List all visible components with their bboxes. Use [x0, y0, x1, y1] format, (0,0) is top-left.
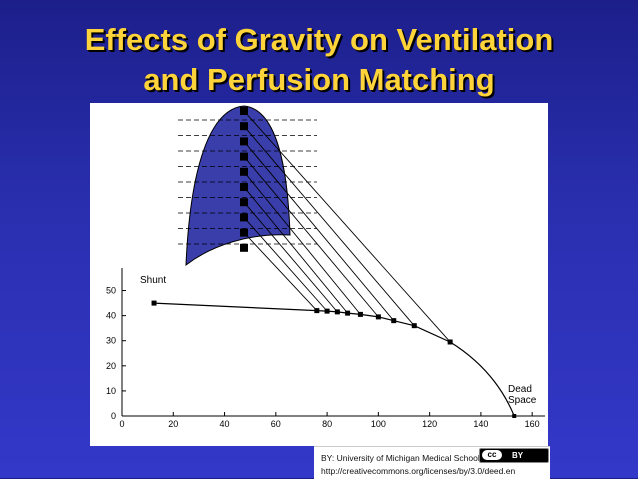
data-point-end — [512, 414, 517, 418]
x-tick-label: 80 — [322, 419, 332, 429]
data-point — [151, 300, 157, 306]
title-line-1: Effects of Gravity on Ventilation — [84, 22, 554, 57]
license-credit: BY: University of Michigan Medical Schoo… — [314, 446, 550, 479]
x-tick-label: 60 — [271, 419, 281, 429]
cc-by-badge: cc BY — [479, 448, 549, 463]
data-point — [324, 308, 330, 314]
data-point — [345, 310, 351, 316]
shunt-label: Shunt — [140, 275, 166, 286]
connector-line — [243, 156, 379, 318]
connector-line — [243, 110, 451, 343]
va-q-curve — [154, 302, 515, 417]
lung-level-square — [240, 122, 248, 131]
connector-line — [243, 186, 348, 314]
data-point — [357, 311, 363, 317]
connector-line — [243, 141, 395, 321]
y-tick-label: 20 — [106, 361, 116, 371]
x-tick-label: 0 — [119, 419, 124, 429]
x-tick-label: 120 — [422, 419, 437, 429]
y-tick-label: 30 — [106, 336, 116, 346]
lung-level-square — [240, 243, 248, 252]
data-point — [375, 314, 381, 320]
credit-line-1: BY: University of Michigan Medical Schoo… — [321, 453, 480, 463]
data-point — [314, 308, 320, 314]
data-point — [334, 309, 340, 315]
dead-space-label-line-1: Dead — [508, 384, 532, 395]
title-line-2: and Perfusion Matching — [143, 62, 495, 97]
connector-line — [243, 232, 318, 311]
connector-lines — [243, 110, 451, 343]
lung-level-square — [240, 137, 248, 146]
lung-shape — [185, 105, 291, 267]
lung-level-square — [240, 213, 248, 222]
x-tick-label: 40 — [220, 419, 230, 429]
connector-line — [243, 125, 415, 326]
y-tick-label: 10 — [106, 386, 116, 396]
x-tick-label: 140 — [473, 419, 488, 429]
data-point — [391, 318, 397, 324]
slide-title: Effects of Gravity on Ventilation and Pe… — [0, 20, 638, 100]
data-points — [151, 300, 517, 418]
x-ticks: 0 20 40 60 80 100 120 140 160 — [119, 412, 540, 429]
data-point — [411, 323, 417, 329]
ventilation-perfusion-figure: 0 20 40 60 80 100 120 140 160 0 10 20 30 40 50 Shunt … — [90, 103, 548, 446]
credit-line-2: http://creativecommons.org/licenses/by/3… — [321, 466, 516, 476]
y-tick-label: 0 — [111, 411, 116, 421]
y-ticks: 0 10 20 30 40 50 — [106, 286, 126, 421]
x-tick-label: 160 — [525, 419, 540, 429]
x-tick-label: 100 — [371, 419, 386, 429]
x-tick-label: 20 — [168, 419, 178, 429]
cc-icon: cc — [482, 450, 502, 460]
dead-space-label-line-2: Space — [508, 395, 537, 406]
connector-line — [243, 201, 338, 313]
by-label: BY — [512, 451, 524, 460]
y-tick-label: 50 — [106, 286, 116, 296]
data-point — [447, 339, 453, 345]
y-tick-label: 40 — [106, 311, 116, 321]
connector-line — [243, 217, 328, 312]
connector-line — [243, 171, 361, 315]
